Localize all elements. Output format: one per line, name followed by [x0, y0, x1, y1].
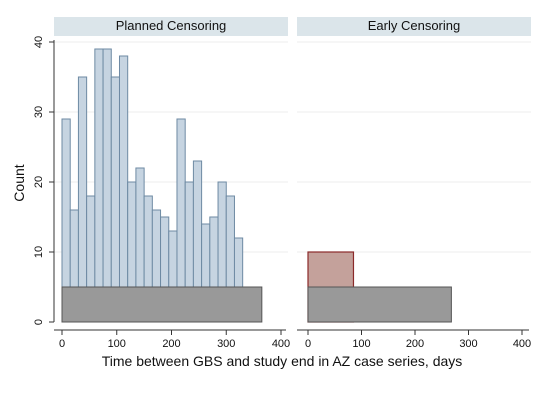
y-axis-title: Count	[11, 164, 27, 201]
base-bar	[307, 286, 452, 323]
x-tick-label: 400	[513, 338, 531, 350]
y-tick-label: 20	[33, 176, 45, 188]
x-tick-label: 400	[272, 338, 290, 350]
x-axis-ticks-early: 0 100 200 300 400	[305, 330, 531, 350]
base-bar	[61, 286, 263, 323]
x-axis-title: Time between GBS and study end in AZ cas…	[102, 353, 463, 369]
x-tick-label: 0	[305, 338, 311, 350]
histogram-bar	[102, 48, 112, 323]
y-axis-ticks: 0 10 20 30 40	[33, 36, 54, 325]
panel-title-early: Early Censoring	[368, 18, 461, 33]
y-tick-label: 40	[33, 36, 45, 48]
gridlines-early	[297, 41, 531, 253]
histogram-bar	[110, 76, 120, 323]
panel-early-censoring: Early Censoring 0 100 200 300 400	[297, 17, 531, 350]
histogram-bar	[94, 48, 104, 323]
x-tick-label: 200	[162, 338, 180, 350]
y-tick-label: 30	[33, 106, 45, 118]
x-tick-label: 300	[459, 338, 477, 350]
y-tick-label: 0	[33, 319, 45, 325]
panel-planned-censoring: Planned Censoring 0 10 20 30 40 0 100 200 300 40…	[33, 17, 290, 350]
panel-header-early	[297, 17, 531, 36]
x-tick-label: 100	[352, 338, 370, 350]
x-axis-ticks-planned: 0 100 200 300 400	[59, 330, 290, 350]
y-tick-label: 10	[33, 246, 45, 258]
bars-planned	[61, 48, 263, 323]
bars-early	[307, 251, 452, 323]
x-tick-label: 0	[59, 338, 65, 350]
panel-title-planned: Planned Censoring	[116, 18, 227, 33]
histogram-bar	[118, 55, 129, 323]
x-tick-label: 100	[108, 338, 126, 350]
histogram-bar	[77, 76, 88, 323]
x-tick-label: 200	[406, 338, 424, 350]
x-tick-label: 300	[217, 338, 235, 350]
panel-header-planned	[54, 17, 288, 36]
